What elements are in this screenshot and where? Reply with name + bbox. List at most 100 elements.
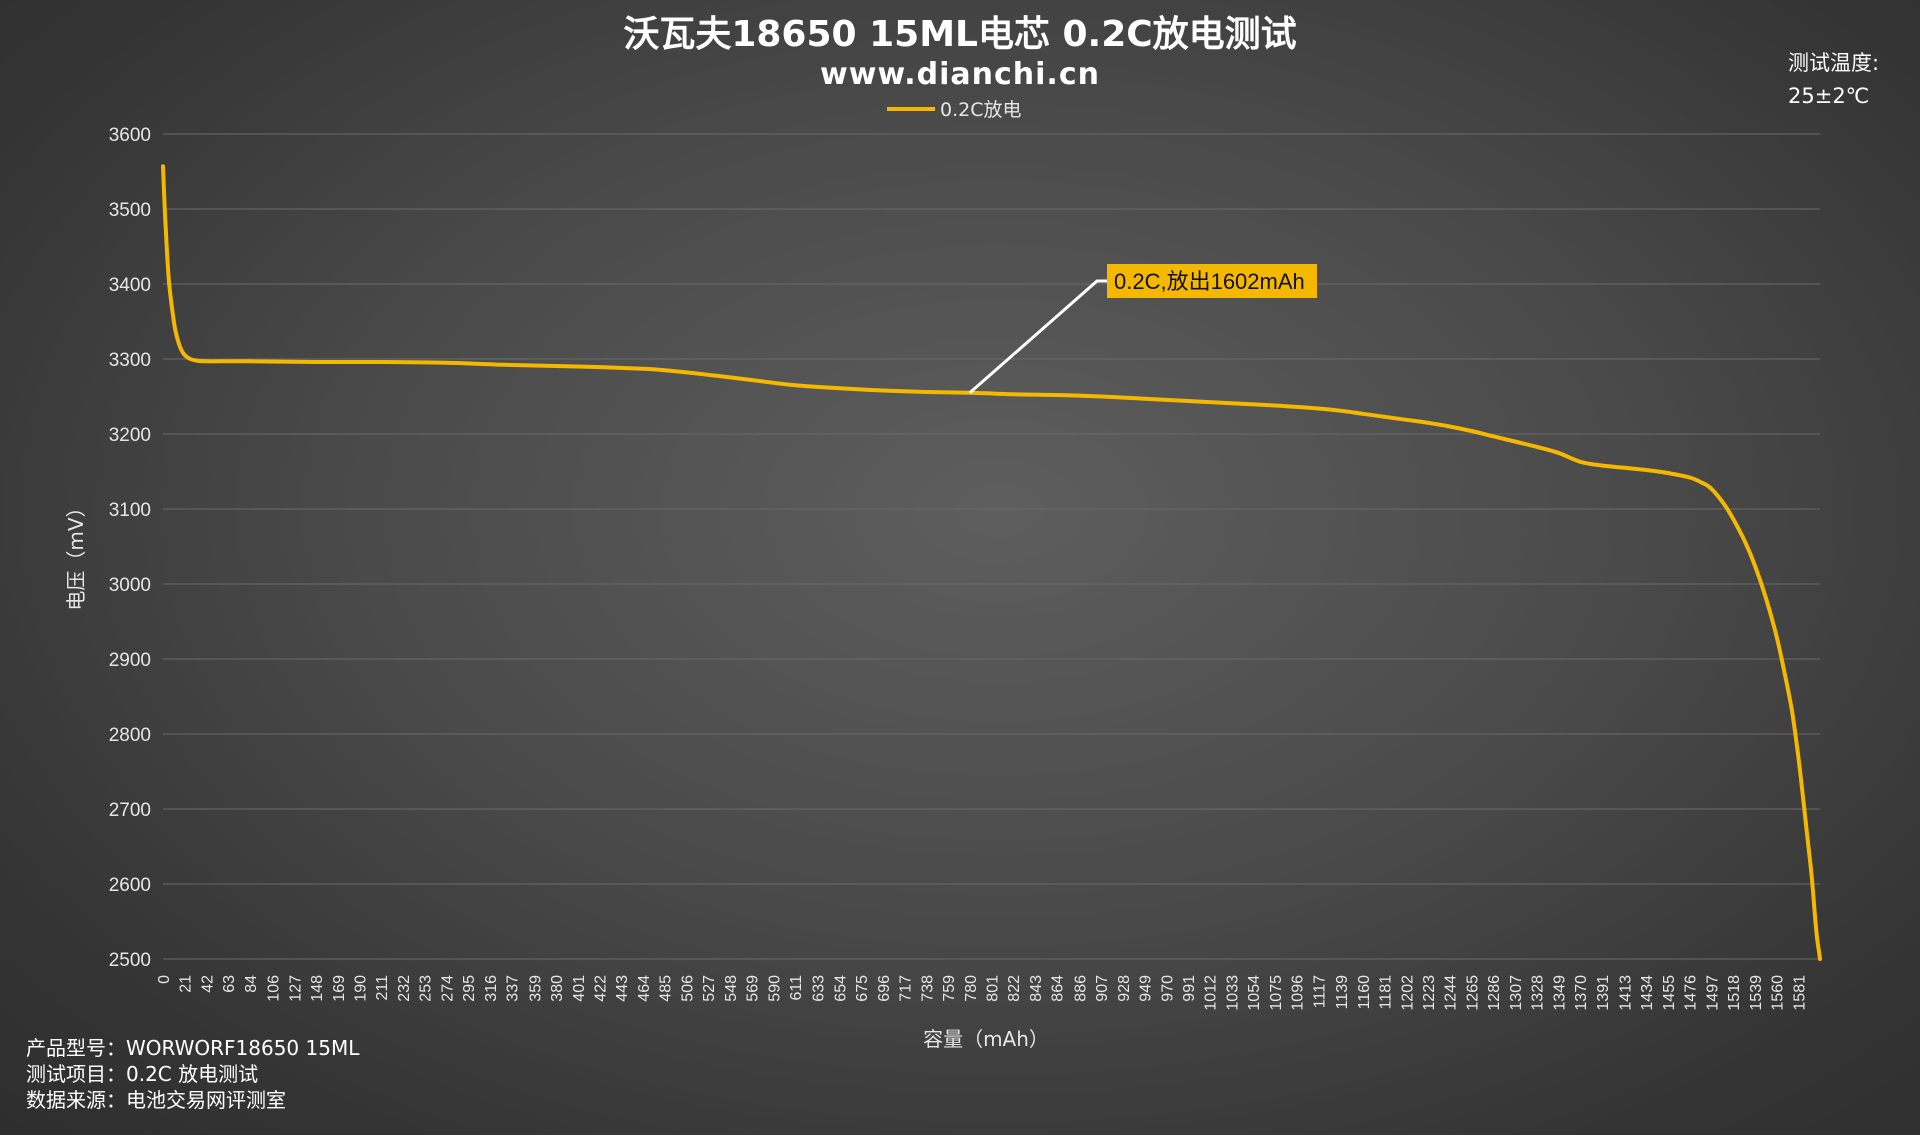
y-tick-label: 2600 (109, 875, 151, 896)
x-tick-label: 1265 (1464, 975, 1481, 1011)
x-tick-label: 1497 (1704, 975, 1721, 1011)
x-tick-label: 84 (243, 975, 260, 993)
x-tick-label: 780 (963, 975, 980, 1002)
x-tick-label: 611 (788, 975, 805, 1001)
x-tick-label: 211 (374, 975, 391, 1001)
x-tick-label: 1518 (1726, 975, 1743, 1011)
x-tick-label: 527 (701, 975, 718, 1002)
y-axis-ticks: 2500 2600 2700 2800 2900 3000 3100 3200 3300 3400… (109, 125, 151, 971)
x-tick-label: 1434 (1639, 975, 1656, 1011)
x-tick-label: 886 (1072, 975, 1089, 1002)
y-tick-label: 3300 (109, 350, 151, 371)
x-tick-label: 1307 (1508, 975, 1525, 1011)
y-tick-label: 3500 (109, 200, 151, 221)
x-tick-label: 1033 (1224, 975, 1241, 1011)
x-tick-label: 1054 (1246, 975, 1263, 1011)
x-tick-label: 506 (679, 975, 696, 1002)
x-tick-label: 654 (832, 975, 849, 1002)
y-tick-label: 2700 (109, 800, 151, 821)
x-tick-label: 970 (1159, 975, 1176, 1002)
x-tick-label: 801 (985, 975, 1002, 1002)
x-tick-label: 949 (1138, 975, 1155, 1002)
x-tick-label: 42 (199, 975, 216, 993)
x-tick-label: 1349 (1551, 975, 1568, 1011)
annotation-leader-line (968, 279, 1107, 394)
x-tick-label: 274 (439, 975, 456, 1002)
x-tick-label: 738 (919, 975, 936, 1002)
x-tick-label: 717 (898, 975, 915, 1002)
x-tick-label: 633 (811, 975, 828, 1002)
y-tick-label: 3600 (109, 125, 151, 146)
x-tick-label: 843 (1028, 975, 1045, 1002)
x-tick-label: 295 (461, 975, 478, 1002)
chart-subtitle: www.dianchi.cn (820, 57, 1100, 92)
x-tick-label: 21 (178, 975, 195, 993)
temperature-label: 测试温度: (1788, 51, 1879, 75)
x-tick-label: 169 (331, 975, 348, 1002)
x-tick-label: 485 (658, 975, 675, 1002)
x-tick-label: 232 (396, 975, 413, 1002)
legend-label: 0.2C放电 (940, 99, 1021, 121)
x-tick-label: 0 (156, 975, 173, 984)
x-tick-label: 822 (1006, 975, 1023, 1002)
x-tick-label: 63 (221, 975, 238, 993)
x-tick-label: 106 (266, 975, 283, 1002)
x-tick-label: 1244 (1443, 975, 1460, 1011)
x-tick-label: 675 (854, 975, 871, 1002)
x-tick-label: 464 (636, 975, 653, 1002)
info-test-item: 测试项目：0.2C 放电测试 (26, 1062, 258, 1086)
x-tick-label: 127 (287, 975, 304, 1002)
x-tick-label: 1117 (1311, 975, 1328, 1008)
x-tick-label: 1096 (1290, 975, 1307, 1011)
x-tick-label: 1413 (1618, 975, 1635, 1011)
x-tick-label: 1391 (1595, 975, 1612, 1011)
x-tick-label: 1181 (1378, 975, 1395, 1010)
x-tick-label: 864 (1050, 975, 1067, 1002)
y-tick-label: 2800 (109, 725, 151, 746)
y-tick-label: 3100 (109, 500, 151, 521)
x-tick-label: 380 (549, 975, 566, 1002)
info-product-model: 产品型号：WORWORF18650 15ML (26, 1036, 360, 1060)
x-tick-label: 928 (1116, 975, 1133, 1002)
x-tick-label: 359 (527, 975, 544, 1002)
x-tick-label: 1476 (1683, 975, 1700, 1011)
y-tick-label: 3000 (109, 575, 151, 596)
x-tick-label: 1223 (1421, 975, 1438, 1011)
y-tick-label: 3200 (109, 425, 151, 446)
series-line-0.2C放电 (161, 164, 1822, 961)
y-tick-label: 2900 (109, 650, 151, 671)
x-tick-label: 1202 (1399, 975, 1416, 1011)
x-tick-label: 696 (876, 975, 893, 1002)
x-tick-label: 253 (418, 975, 435, 1002)
x-tick-label: 907 (1094, 975, 1111, 1002)
x-tick-label: 1139 (1334, 975, 1351, 1010)
annotation-label: 0.2C,放出1602mAh (1114, 269, 1305, 294)
x-tick-label: 1328 (1530, 975, 1547, 1011)
x-tick-label: 1160 (1356, 975, 1373, 1010)
x-tick-label: 401 (571, 975, 588, 1002)
x-axis-ticks: 0 21 42 63 84 106 127 148 169 190 211 232 253 274 295 3… (156, 975, 1808, 1011)
x-tick-label: 1370 (1573, 975, 1590, 1011)
x-tick-label: 1455 (1661, 975, 1678, 1011)
x-tick-label: 190 (353, 975, 370, 1002)
x-tick-label: 443 (614, 975, 631, 1002)
x-tick-label: 1581 (1791, 975, 1808, 1011)
x-tick-label: 1075 (1268, 975, 1285, 1011)
legend: 0.2C放电 (887, 99, 1021, 121)
annotation-box (1107, 264, 1317, 298)
x-axis-label: 容量（mAh） (923, 1027, 1049, 1051)
gridlines (163, 133, 1820, 960)
chart-title: 沃瓦夫18650 15ML电芯 0.2C放电测试 (623, 14, 1296, 55)
x-tick-label: 148 (309, 975, 326, 1002)
x-tick-label: 316 (483, 975, 500, 1002)
y-axis-label: 电压（mV） (64, 497, 88, 610)
x-tick-label: 1539 (1748, 975, 1765, 1011)
y-tick-label: 3400 (109, 275, 151, 296)
x-tick-label: 548 (723, 975, 740, 1002)
x-tick-label: 1286 (1486, 975, 1503, 1011)
x-tick-label: 337 (505, 975, 522, 1002)
x-tick-label: 991 (1181, 975, 1198, 1002)
annotation: 0.2C,放出1602mAh (968, 264, 1317, 394)
x-tick-label: 759 (941, 975, 958, 1002)
